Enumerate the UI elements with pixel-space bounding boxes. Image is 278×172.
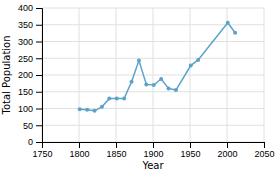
point <box>174 88 178 92</box>
grid-line <box>42 8 264 9</box>
line <box>80 23 235 111</box>
tick-mark <box>36 92 42 93</box>
grid-line <box>42 108 264 109</box>
axis-line <box>43 143 265 149</box>
point <box>226 21 230 25</box>
grid-line <box>42 24 264 25</box>
point <box>85 108 89 112</box>
x-axis-title: Year <box>141 160 164 171</box>
grid-line <box>42 91 264 92</box>
grid-line <box>42 125 264 126</box>
grid-line <box>42 58 264 59</box>
tick: 300 <box>18 37 42 47</box>
tick: 150 <box>18 87 42 97</box>
point <box>130 80 134 84</box>
point <box>167 86 171 90</box>
tick-label: 2050 <box>254 149 274 159</box>
tick-mark <box>116 142 117 148</box>
point <box>152 83 156 87</box>
point <box>78 107 82 111</box>
tick: 1900 <box>143 142 163 159</box>
tick-mark <box>79 142 80 148</box>
point <box>137 59 141 63</box>
tick-label: 300 <box>18 37 33 47</box>
tick-mark <box>36 42 42 43</box>
tick-mark <box>36 142 42 143</box>
point <box>122 96 126 100</box>
tick-label: 250 <box>18 54 33 64</box>
tick-mark <box>36 8 42 9</box>
point <box>107 96 111 100</box>
tick-label: 50 <box>23 121 33 131</box>
point <box>144 82 148 86</box>
tick-label: 200 <box>18 70 33 80</box>
tick: 100 <box>18 104 42 114</box>
grid-line <box>42 41 264 42</box>
tick-mark <box>36 109 42 110</box>
point <box>115 96 119 100</box>
y-axis-title: Total Population <box>1 35 12 115</box>
tick: 2050 <box>254 142 274 159</box>
tick: 200 <box>18 70 42 80</box>
grid <box>42 8 264 142</box>
grid-line <box>42 75 264 76</box>
tick: 350 <box>18 20 42 30</box>
tick: 250 <box>18 54 42 64</box>
tick-mark <box>190 142 191 148</box>
point <box>233 31 237 35</box>
point <box>159 77 163 81</box>
tick-mark <box>36 58 42 59</box>
tick-label: 1800 <box>69 149 89 159</box>
tick-label: 1750 <box>32 149 52 159</box>
plot: 1750 1800 1850 1900 1950 2000 2050 0 50 100 150 200… <box>18 3 275 159</box>
point <box>189 64 193 68</box>
tick: 0 <box>28 137 42 147</box>
tick: 1850 <box>106 142 126 159</box>
chart: 1750 1800 1850 1900 1950 2000 2050 0 50 100 150 200… <box>0 0 278 172</box>
tick: 1750 <box>32 142 52 159</box>
tick: 400 <box>18 3 42 13</box>
point <box>100 105 104 109</box>
axis-line <box>36 9 43 143</box>
tick-label: 400 <box>18 3 33 13</box>
tick-label: 1950 <box>180 149 200 159</box>
tick-mark <box>264 142 265 148</box>
tick: 1950 <box>180 142 200 159</box>
series <box>78 21 237 113</box>
tick-label: 2000 <box>217 149 237 159</box>
tick: 2000 <box>217 142 237 159</box>
tick-label: 100 <box>18 104 33 114</box>
tick-label: 350 <box>18 20 33 30</box>
tick: 1800 <box>69 142 89 159</box>
x-axis: 1750 1800 1850 1900 1950 2000 2050 <box>32 142 274 159</box>
tick-mark <box>36 25 42 26</box>
tick-mark <box>36 75 42 76</box>
tick-label: 0 <box>28 137 33 147</box>
tick: 50 <box>23 121 42 131</box>
point <box>196 58 200 62</box>
y-axis: 0 50 100 150 200 250 300 350 400 <box>18 3 43 147</box>
tick-label: 1850 <box>106 149 126 159</box>
point <box>93 109 97 113</box>
tick-mark <box>227 142 228 148</box>
tick-mark <box>36 125 42 126</box>
tick-label: 1900 <box>143 149 163 159</box>
tick-mark <box>153 142 154 148</box>
tick-label: 150 <box>18 87 33 97</box>
